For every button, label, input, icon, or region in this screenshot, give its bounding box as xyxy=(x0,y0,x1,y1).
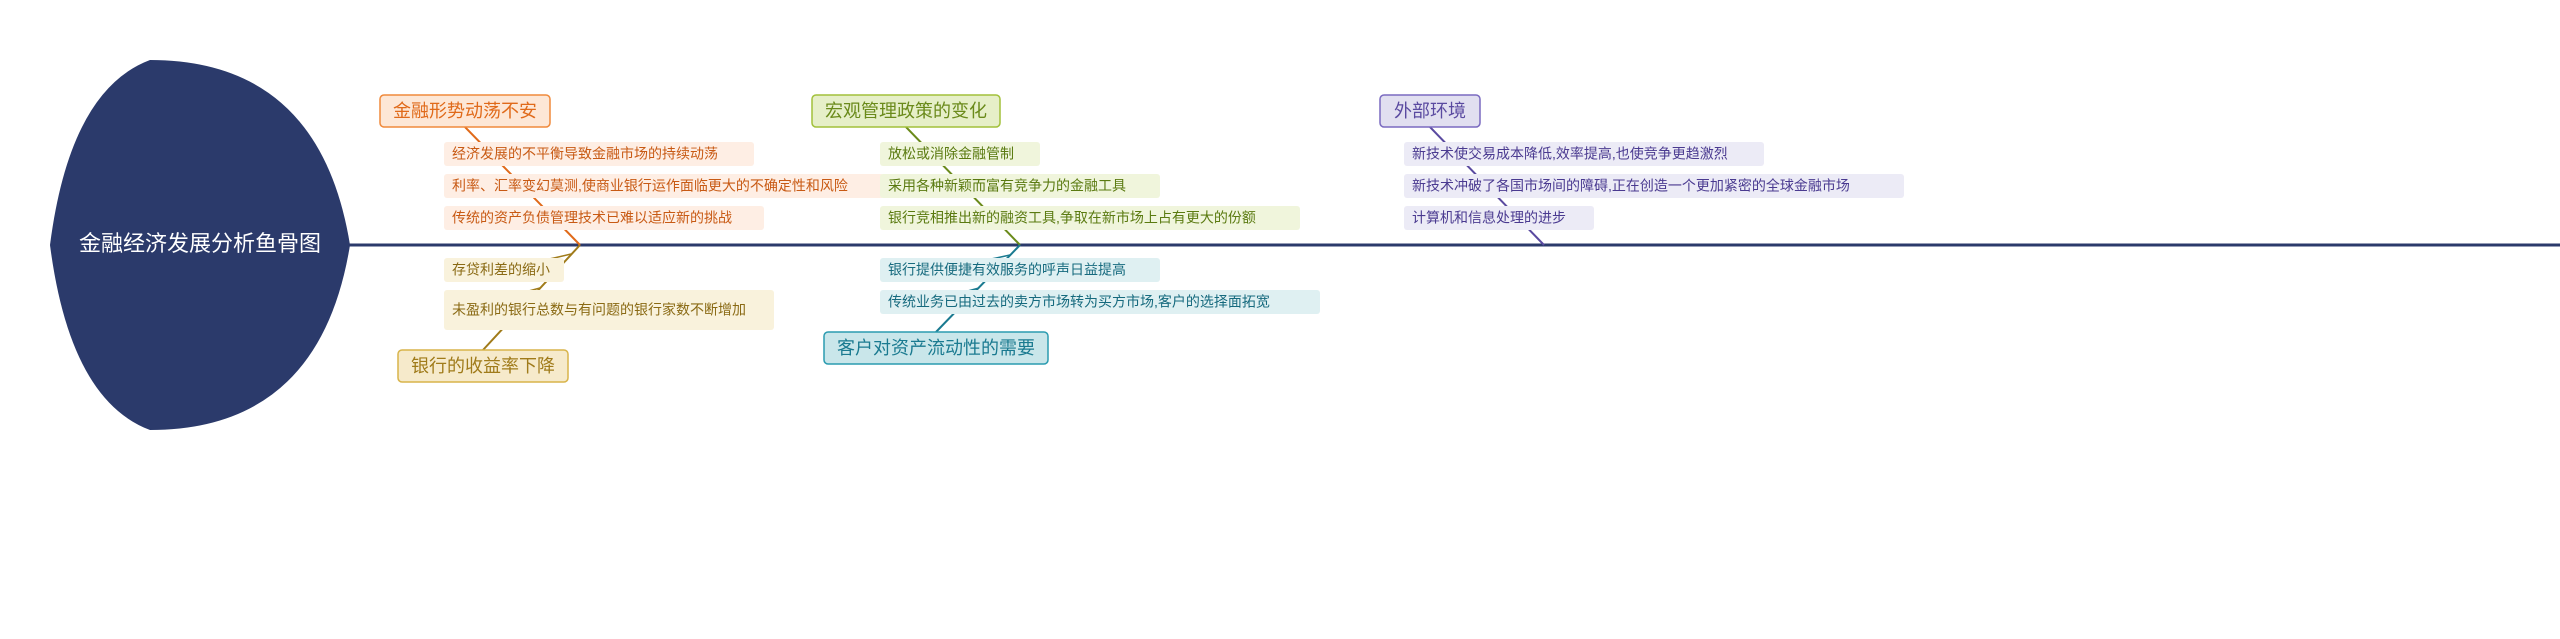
bone-text-turbulence-0: 经济发展的不平衡导致金融市场的持续动荡 xyxy=(452,146,718,162)
category-label-bank-yield: 银行的收益率下降 xyxy=(411,356,555,376)
bone-text-external-0: 新技术使交易成本降低,效率提高,也使竞争更趋激烈 xyxy=(1412,146,1728,162)
category-label-turbulence: 金融形势动荡不安 xyxy=(393,101,537,121)
fishbone-diagram: 金融经济发展分析鱼骨图 经济发展的不平衡导致金融市场的持续动荡利率、汇率变幻莫测,… xyxy=(0,0,2560,639)
bone-text-macro-2: 银行竞相推出新的融资工具,争取在新市场上占有更大的份额 xyxy=(888,210,1256,226)
category-label-macro: 宏观管理政策的变化 xyxy=(825,101,987,121)
category-label-customer-liquidity: 客户对资产流动性的需要 xyxy=(837,338,1035,358)
bone-text-turbulence-2: 传统的资产负债管理技术已难以适应新的挑战 xyxy=(452,210,732,226)
bone-text-bank-yield-0: 存贷利差的缩小 xyxy=(452,262,550,278)
fish-head-label: 金融经济发展分析鱼骨图 xyxy=(79,231,321,256)
category-label-external: 外部环境 xyxy=(1394,101,1466,121)
bone-text-turbulence-1: 利率、汇率变幻莫测,使商业银行运作面临更大的不确定性和风险 xyxy=(452,178,848,194)
bone-text-macro-1: 采用各种新颖而富有竞争力的金融工具 xyxy=(888,178,1126,194)
bone-text-macro-0: 放松或消除金融管制 xyxy=(888,146,1014,162)
bone-text-external-2: 计算机和信息处理的进步 xyxy=(1412,210,1566,226)
bone-text-customer-liquidity-0: 银行提供便捷有效服务的呼声日益提高 xyxy=(888,262,1126,278)
bone-text-external-1: 新技术冲破了各国市场间的障碍,正在创造一个更加紧密的全球金融市场 xyxy=(1412,178,1850,194)
bone-text-customer-liquidity-1: 传统业务已由过去的卖方市场转为买方市场,客户的选择面拓宽 xyxy=(888,294,1270,310)
bone-text-bank-yield-1: 未盈利的银行总数与有问题的银行家数不断增加 xyxy=(452,302,746,318)
